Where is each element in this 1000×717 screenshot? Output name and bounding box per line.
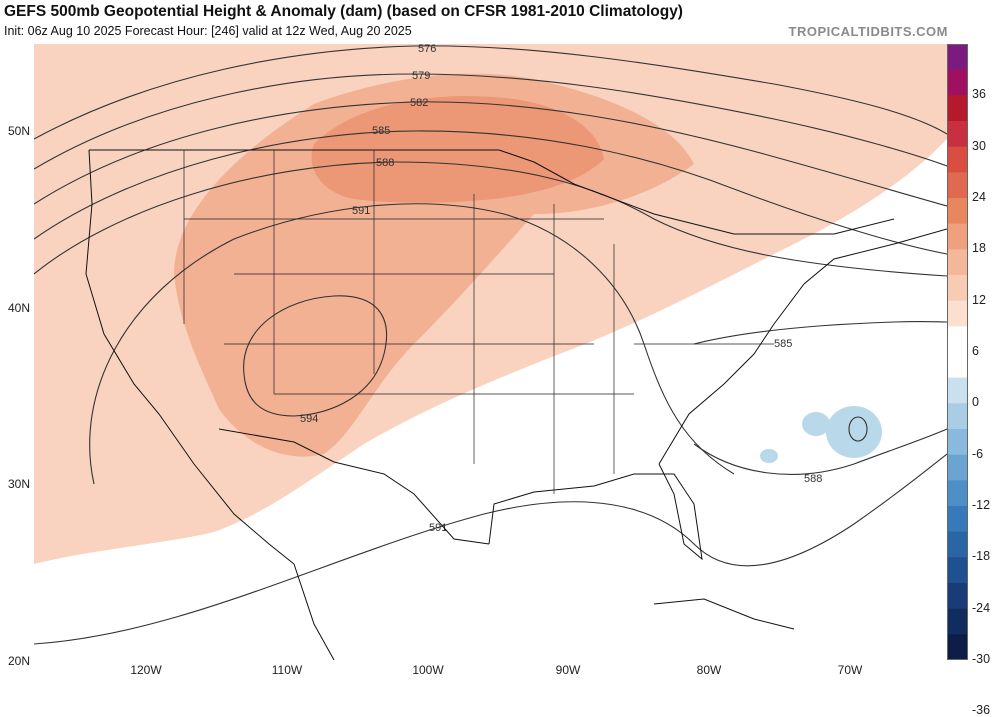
state-borders <box>183 150 774 494</box>
contour-label: 594 <box>300 413 318 425</box>
colorbar-tick-label: -6 <box>972 446 984 461</box>
colorbar-border <box>947 44 968 660</box>
colorbar-swatch <box>947 454 968 481</box>
east-coastline <box>658 228 947 465</box>
lon-label-120w: 120W <box>130 663 162 677</box>
colorbar-tick-label: -30 <box>972 652 991 666</box>
colorbar-swatch <box>947 249 968 276</box>
colorbar-tick-label: 18 <box>972 241 986 256</box>
map-panel: 576 579 582 585 588 591 594 585 588 591 <box>34 44 947 660</box>
colorbar-swatch <box>947 583 968 610</box>
lat-label-50n: 50N <box>7 124 30 138</box>
colorbar-tick-label: 24 <box>972 190 986 204</box>
colorbar-swatch <box>947 44 968 71</box>
contour-label: 585 <box>774 338 792 350</box>
gulf-coastline <box>488 463 703 561</box>
colorbar <box>947 44 968 660</box>
colorbar-swatch <box>947 172 968 199</box>
colorbar-swatch <box>947 300 968 327</box>
colorbar-tick-label: -12 <box>972 498 991 512</box>
height-contour-closed-low <box>848 416 868 442</box>
lat-label-40n: 40N <box>7 301 30 315</box>
height-contour-585-north <box>34 130 947 255</box>
colorbar-swatch <box>947 352 968 379</box>
colorbar-swatch <box>947 121 968 148</box>
colorbar-swatch <box>947 69 968 96</box>
lat-label-20n: 20N <box>7 654 30 668</box>
height-contour-591 <box>89 203 735 485</box>
anomaly-fill-neg-1 <box>826 406 882 458</box>
colorbar-swatch <box>947 275 968 302</box>
contour-label: 579 <box>412 70 430 82</box>
colorbar-swatch <box>947 403 968 430</box>
colorbar-tick-label: 12 <box>972 292 986 307</box>
colorbar-swatch <box>947 326 968 353</box>
contour-label: 576 <box>418 44 436 55</box>
colorbar-swatch <box>947 608 968 635</box>
colorbar-swatch <box>947 531 968 558</box>
contour-label: 591 <box>429 522 447 534</box>
colorbar-swatch <box>947 557 968 584</box>
height-contour-585-south <box>693 321 947 345</box>
cuba-outline <box>653 598 795 630</box>
map-title: GEFS 500mb Geopotential Height & Anomaly… <box>4 3 683 20</box>
lat-label-30n: 30N <box>7 477 30 491</box>
colorbar-swatch <box>947 198 968 225</box>
height-contour-579 <box>34 73 947 170</box>
height-contour-588-south <box>693 428 947 475</box>
colorbar-swatch <box>947 429 968 456</box>
colorbar-tick-label: 30 <box>972 138 986 153</box>
anomaly-fill-neg-2 <box>802 412 830 436</box>
anomaly-fill-neg-3 <box>760 449 778 463</box>
colorbar-swatch <box>947 95 968 122</box>
colorbar-swatch <box>947 377 968 404</box>
colorbar-tick-label: -24 <box>972 600 991 615</box>
lon-label-110w: 110W <box>271 663 303 677</box>
colorbar-swatch <box>947 223 968 250</box>
brand-watermark[interactable]: TROPICALTIDBITS.COM <box>788 24 948 39</box>
colorbar-tick-label: 36 <box>972 87 986 102</box>
lon-label-90w: 90W <box>555 663 581 677</box>
lon-label-80w: 80W <box>696 663 722 677</box>
contour-label: 582 <box>410 97 428 109</box>
us-canada-border <box>89 149 895 235</box>
height-contour-591-south <box>34 453 947 645</box>
lon-label-100w: 100W <box>412 663 444 677</box>
contour-label: 591 <box>352 205 370 217</box>
contour-label: 585 <box>372 125 390 137</box>
lon-label-70w: 70W <box>837 663 863 677</box>
colorbar-tick-label: -18 <box>972 549 991 564</box>
contour-label: 588 <box>376 157 394 169</box>
height-contour-594 <box>243 295 388 417</box>
height-contour-576 <box>34 45 947 140</box>
contour-label: 588 <box>804 473 822 485</box>
map-subtitle: Init: 06z Aug 10 2025 Forecast Hour: [24… <box>4 24 412 38</box>
us-mexico-border <box>218 428 490 545</box>
mexico-coastline <box>293 563 335 660</box>
colorbar-tick-label: 6 <box>972 344 979 358</box>
anomaly-fill-18 <box>311 96 604 203</box>
colorbar-swatch <box>947 480 968 507</box>
colorbar-swatch <box>947 506 968 533</box>
colorbar-tick-label: 0 <box>972 395 979 410</box>
height-contour-588-north <box>34 161 947 277</box>
height-contour-582 <box>34 101 947 207</box>
west-coastline <box>85 149 295 565</box>
colorbar-swatch <box>947 146 968 173</box>
colorbar-swatch <box>947 634 968 660</box>
colorbar-tick-label: -36 <box>972 703 991 717</box>
